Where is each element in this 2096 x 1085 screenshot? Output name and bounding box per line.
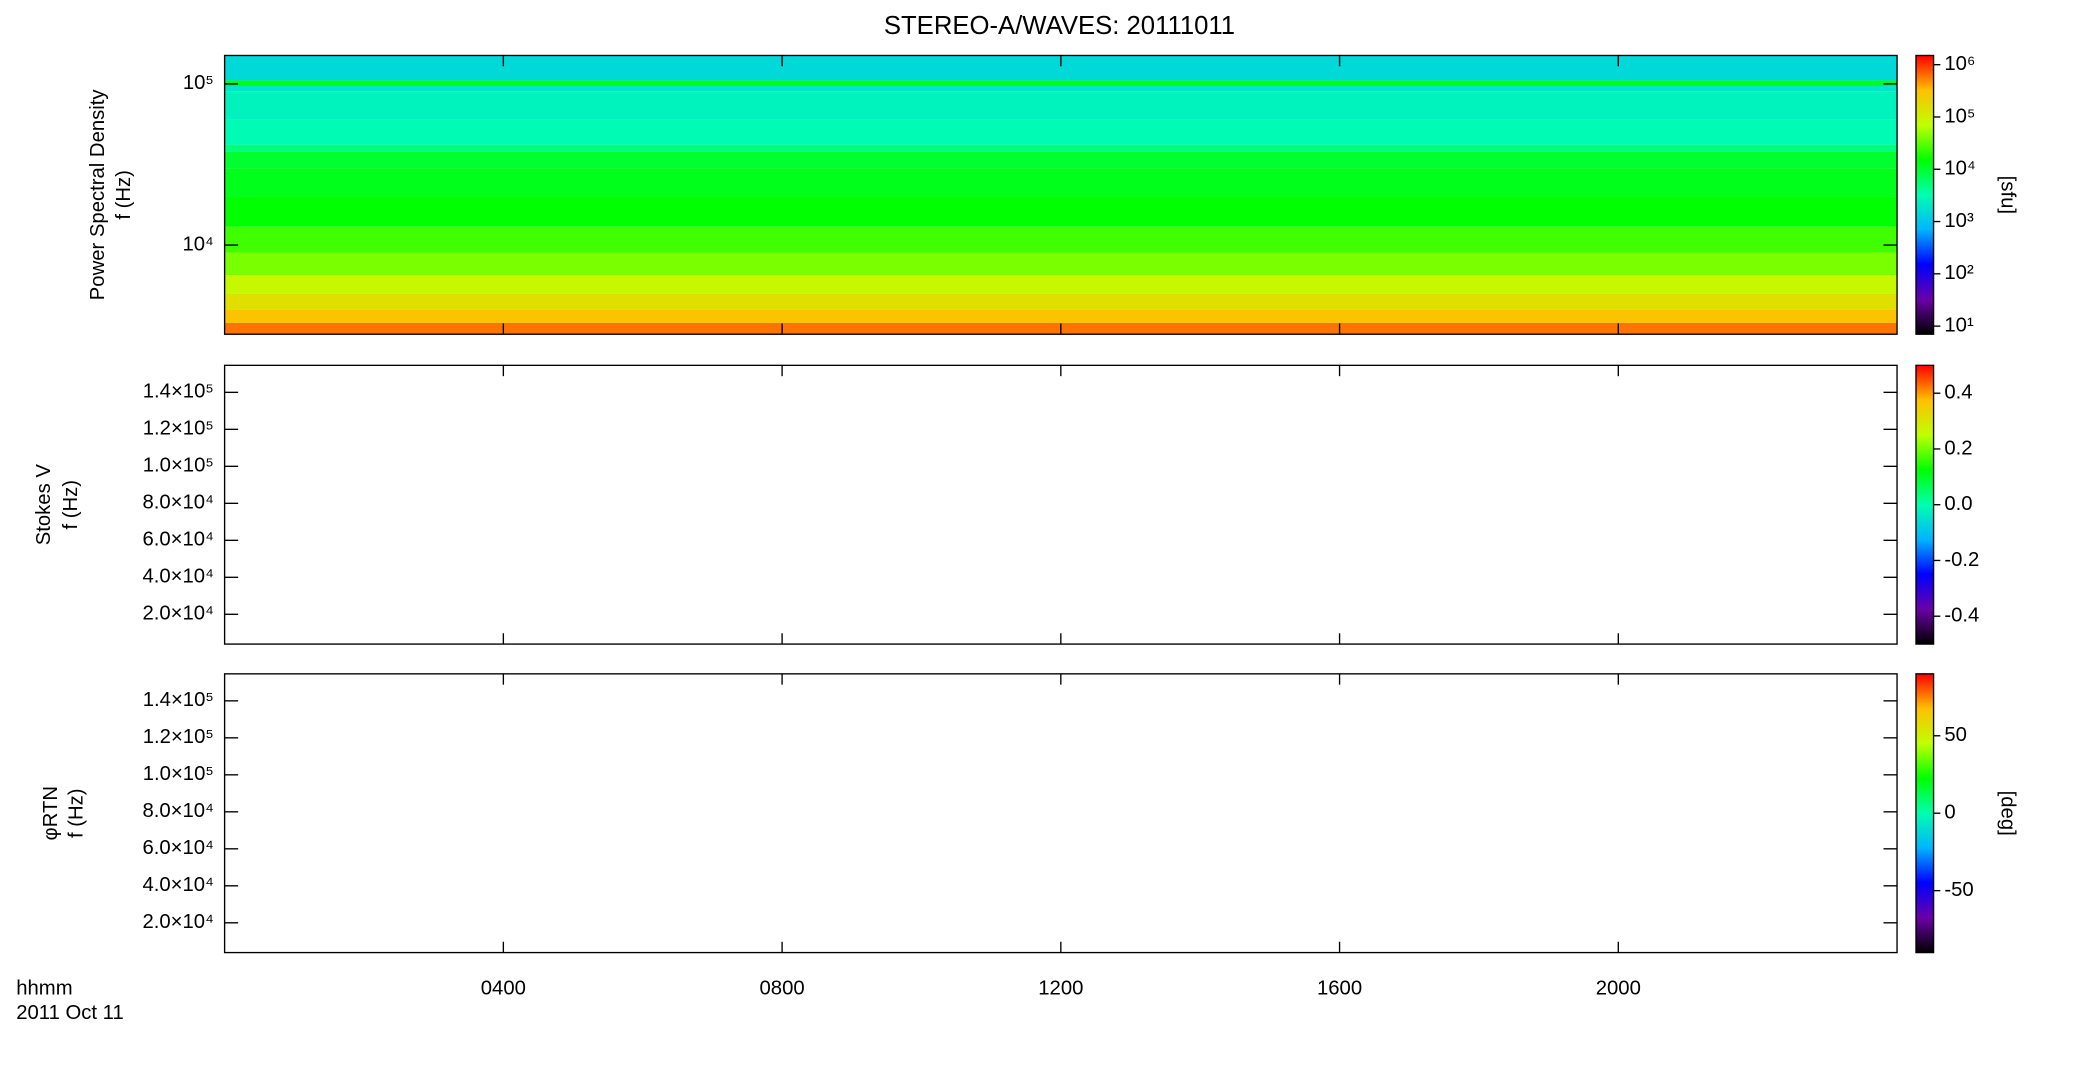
heatmap-band — [224, 168, 1898, 197]
colorbar-tick-label: 0.2 — [1944, 437, 1972, 459]
y-tick-label: 8.0×10⁴ — [142, 492, 213, 514]
colorbar — [1915, 673, 1935, 954]
y-tick-label: 6.0×10⁴ — [142, 529, 213, 551]
colorbar-tick-label: -50 — [1944, 879, 1973, 901]
colorbar-tick-label: 10¹ — [1944, 314, 1974, 336]
x-tick-label: 0400 — [481, 977, 526, 999]
heatmap-band — [224, 252, 1898, 276]
heatmap-band — [224, 309, 1898, 323]
y-tick-label: 1.4×10⁵ — [143, 689, 214, 711]
colorbar-tick-label: 10⁵ — [1944, 105, 1975, 127]
x-tick-label: 0800 — [760, 977, 805, 999]
heatmap-band — [224, 91, 1898, 120]
heatmap-band — [224, 275, 1898, 294]
heatmap-band — [224, 85, 1898, 92]
y-tick-label: 1.0×10⁵ — [143, 763, 214, 785]
x-tick-label: 2000 — [1596, 977, 1641, 999]
colorbar-tick-label: 10⁶ — [1944, 53, 1975, 75]
colorbar — [1915, 54, 1935, 335]
heatmap-band — [224, 226, 1898, 253]
chart-title: STEREO-A/WAVES: 20111011 — [884, 12, 1235, 40]
y-tick-label: 4.0×10⁴ — [142, 874, 213, 896]
colorbar-tick-label: 50 — [1944, 724, 1967, 746]
colorbar-tick-label: 0.0 — [1944, 493, 1972, 515]
x-axis-label: hhmm — [16, 977, 72, 999]
colorbar-tick-label: 10³ — [1944, 210, 1974, 232]
y-axis-label: φRTN — [40, 786, 62, 840]
y-tick-label: 2.0×10⁴ — [142, 603, 213, 625]
y-tick-label: 1.0×10⁵ — [143, 455, 214, 477]
y-tick-label: 4.0×10⁴ — [142, 566, 213, 588]
colorbar-tick-label: -0.4 — [1944, 605, 1979, 627]
y-axis-label: Stokes V — [33, 464, 55, 546]
colorbar — [1915, 364, 1935, 645]
y-tick-label: 10⁴ — [183, 233, 214, 255]
panel-frame — [223, 364, 1898, 645]
heatmap-band — [224, 119, 1898, 145]
y-tick-label: 1.2×10⁵ — [143, 726, 214, 748]
y-axis-label: f (Hz) — [113, 170, 135, 220]
panel-frame — [223, 673, 1898, 954]
y-axis-label: Power Spectral Density — [87, 89, 109, 301]
heatmap-band — [224, 293, 1898, 310]
x-tick-label: 1200 — [1038, 977, 1083, 999]
colorbar-label: [deg] — [1996, 791, 2018, 836]
y-tick-label: 10⁵ — [183, 72, 214, 94]
y-axis-label: f (Hz) — [65, 788, 87, 838]
x-tick-label: 1600 — [1317, 977, 1362, 999]
date-label: 2011 Oct 11 — [16, 1002, 124, 1024]
colorbar-tick-label: -0.2 — [1944, 549, 1979, 571]
heatmap-band — [224, 144, 1898, 152]
plot-area: STEREO-A/WAVES: 20111011 hhmm 2011 Oct 1… — [16, 12, 2018, 1024]
heatmap-band — [224, 80, 1898, 86]
y-tick-label: 1.2×10⁵ — [143, 418, 214, 440]
colorbar-label: [sfu] — [1996, 176, 2018, 214]
y-tick-label: 1.4×10⁵ — [143, 381, 214, 403]
y-tick-label: 8.0×10⁴ — [142, 800, 213, 822]
colorbar-tick-label: 0.4 — [1944, 382, 1972, 404]
colorbar-tick-label: 10⁴ — [1944, 158, 1975, 180]
heatmap-band — [224, 151, 1898, 169]
y-tick-label: 6.0×10⁴ — [142, 837, 213, 859]
colorbar-tick-label: 10² — [1944, 262, 1974, 284]
heatmap-band — [224, 196, 1898, 227]
y-axis-label: f (Hz) — [60, 480, 82, 530]
colorbar-tick-label: 0 — [1944, 802, 1955, 824]
y-tick-label: 2.0×10⁴ — [142, 911, 213, 933]
